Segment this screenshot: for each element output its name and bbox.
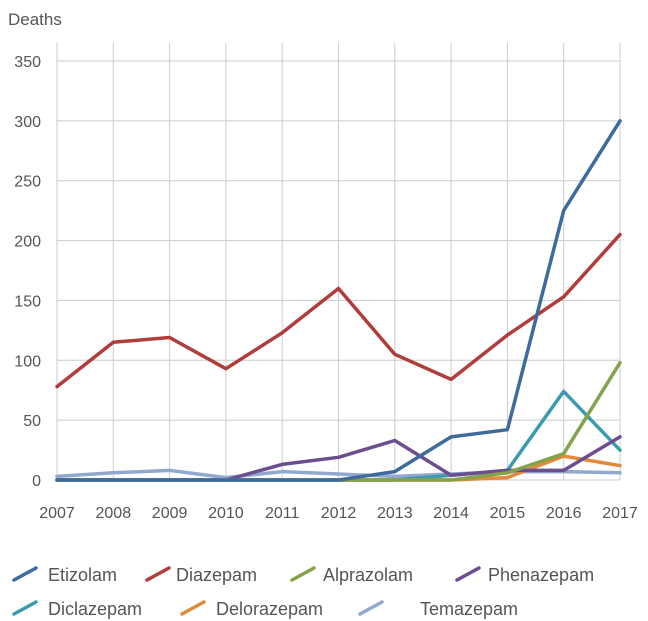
legend-label-temazepam: Temazepam — [420, 599, 518, 619]
legend-swatch-alprazolam — [290, 566, 316, 582]
x-tick-label: 2011 — [265, 505, 300, 522]
y-tick-label: 100 — [14, 353, 41, 370]
legend-label-diazepam: Diazepam — [176, 565, 257, 585]
x-tick-label: 2013 — [377, 505, 413, 522]
y-tick-labels: 0 50 100 150 200 250 300 350 — [14, 54, 41, 490]
x-tick-label: 2012 — [321, 505, 357, 522]
y-tick-label: 50 — [23, 413, 41, 430]
legend-swatch-diclazepam — [12, 600, 38, 616]
legend: Etizolam Diazepam Alprazolam Phenazepam Dicl… — [12, 565, 594, 619]
legend-swatch-etizolam — [12, 566, 38, 582]
legend-swatch-delorazepam — [180, 600, 206, 616]
legend-label-alprazolam: Alprazolam — [323, 565, 413, 585]
x-tick-label: 2017 — [602, 505, 638, 522]
grid — [56, 43, 621, 481]
x-tick-label: 2009 — [152, 505, 188, 522]
series-lines — [55, 119, 622, 482]
legend-swatch-temazepam — [358, 600, 384, 616]
y-tick-label: 150 — [14, 293, 41, 310]
x-tick-label: 2010 — [208, 505, 244, 522]
x-tick-labels: 2007 2008 2009 2010 2011 2012 2013 2014 2015 2016… — [39, 505, 638, 522]
x-tick-label: 2015 — [490, 505, 526, 522]
legend-label-etizolam: Etizolam — [48, 565, 117, 585]
x-tick-label: 2007 — [39, 505, 75, 522]
x-tick-label: 2008 — [96, 505, 132, 522]
legend-swatch-diazepam — [145, 566, 171, 582]
x-tick-label: 2014 — [433, 505, 469, 522]
y-tick-label: 200 — [14, 234, 41, 251]
x-tick-label: 2016 — [546, 505, 582, 522]
y-axis-label: Deaths — [8, 10, 62, 29]
legend-label-phenazepam: Phenazepam — [488, 565, 594, 585]
legend-label-diclazepam: Diclazepam — [48, 599, 142, 619]
y-tick-label: 250 — [14, 174, 41, 191]
y-tick-label: 0 — [32, 473, 41, 490]
legend-swatch-phenazepam — [455, 566, 481, 582]
series-line-diazepam — [55, 232, 622, 389]
legend-label-delorazepam: Delorazepam — [216, 599, 323, 619]
y-tick-label: 350 — [14, 54, 41, 71]
y-tick-label: 300 — [14, 114, 41, 131]
series-line-etizolam — [55, 119, 622, 482]
